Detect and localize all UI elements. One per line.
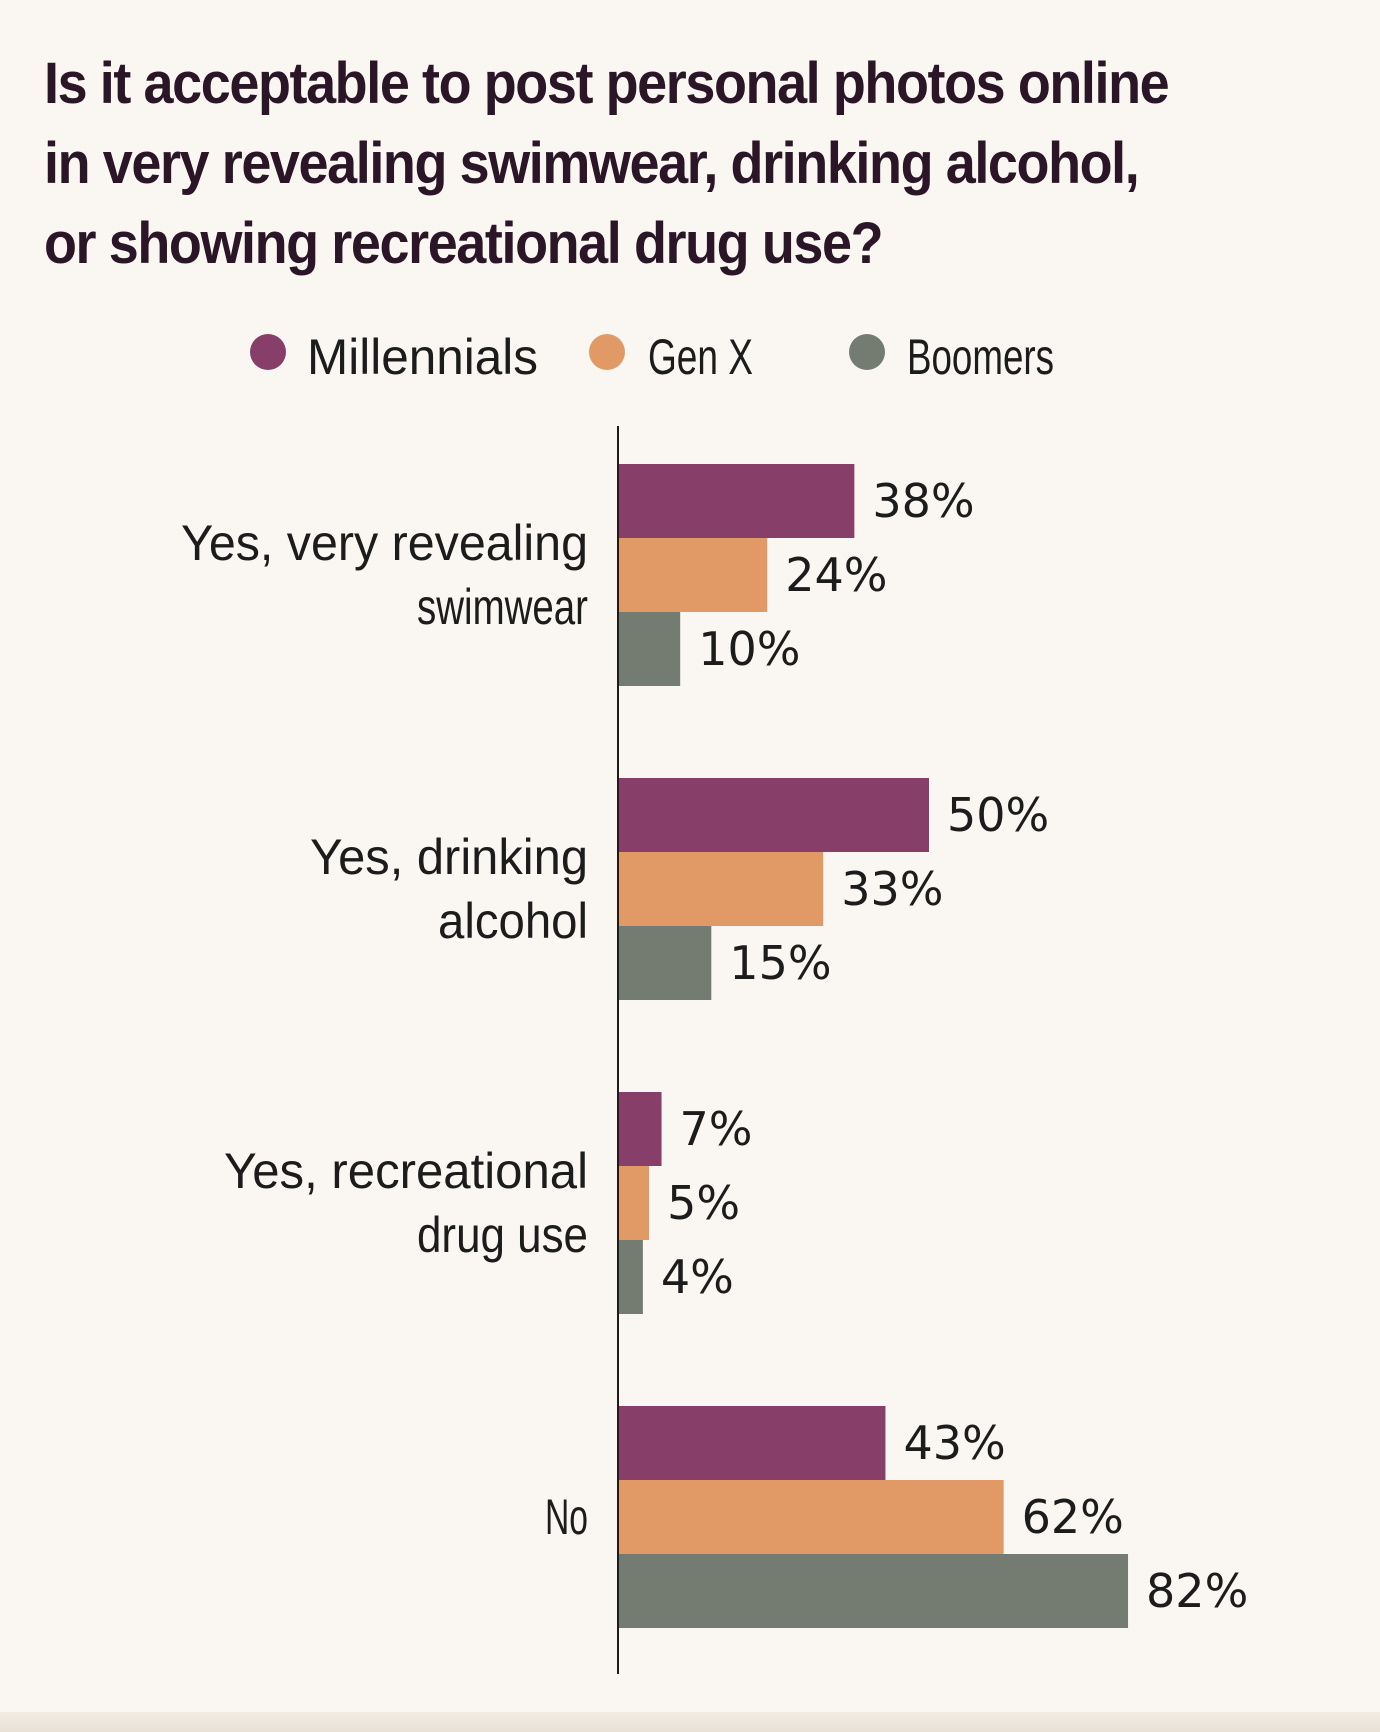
value-label-boomers-yes-very-revealing-swimwear: 10% — [698, 622, 800, 676]
category-label-no-line-1: No — [545, 1489, 588, 1545]
legend-marker-millennials — [250, 334, 286, 370]
value-label-gen-x-yes-drinking-alcohol: 33% — [841, 862, 943, 916]
legend: Millennials Gen X Boomers — [250, 329, 1054, 385]
category-label-yes-drinking-alcohol-line-2: alcohol — [438, 893, 588, 949]
category-label-yes-very-revealing-swimwear-line-2: swimwear — [417, 579, 588, 635]
bar-gen-x-no — [618, 1480, 1004, 1554]
bottom-edge-shadow — [0, 1712, 1380, 1732]
bar-boomers-yes-recreational-drug-use — [618, 1240, 643, 1314]
bar-millennials-yes-recreational-drug-use — [618, 1092, 662, 1166]
value-label-boomers-yes-drinking-alcohol: 15% — [729, 936, 831, 990]
category-label-yes-drinking-alcohol-line-1: Yes, drinking — [310, 829, 588, 885]
value-label-boomers-yes-recreational-drug-use: 4% — [661, 1250, 734, 1304]
chart-title-line-1: Is it acceptable to post personal photos… — [44, 51, 1170, 116]
value-label-gen-x-yes-very-revealing-swimwear: 24% — [785, 548, 887, 602]
value-label-millennials-yes-drinking-alcohol: 50% — [947, 788, 1049, 842]
value-label-gen-x-no: 62% — [1022, 1490, 1124, 1544]
category-labels: Yes, very revealing swimwear Yes, drinking… — [181, 515, 588, 1545]
legend-label-millennials: Millennials — [307, 329, 538, 385]
legend-label-boomers: Boomers — [907, 329, 1054, 385]
bar-gen-x-yes-recreational-drug-use — [618, 1166, 650, 1240]
legend-marker-gen-x — [589, 334, 625, 370]
legend-label-gen-x: Gen X — [648, 329, 753, 385]
value-label-gen-x-yes-recreational-drug-use: 5% — [667, 1176, 740, 1230]
category-label-yes-very-revealing-swimwear-line-1: Yes, very revealing — [181, 515, 588, 571]
bars — [618, 464, 1129, 1628]
bar-boomers-no — [618, 1554, 1129, 1628]
value-label-millennials-yes-very-revealing-swimwear: 38% — [872, 474, 974, 528]
legend-marker-boomers — [849, 334, 885, 370]
chart-title-line-3: or showing recreational drug use? — [44, 211, 884, 276]
category-label-yes-recreational-drug-use-line-2: drug use — [417, 1207, 588, 1263]
bar-gen-x-yes-very-revealing-swimwear — [618, 538, 768, 612]
category-label-yes-recreational-drug-use-line-1: Yes, recreational — [224, 1143, 588, 1199]
value-labels: 38% 24% 10% 50%33%15% 7% 5% 4% 43% 62% 82% — [661, 474, 1248, 1618]
value-label-boomers-no: 82% — [1146, 1564, 1248, 1618]
bar-millennials-yes-drinking-alcohol — [618, 778, 929, 852]
chart-title: Is it acceptable to post personal photos… — [44, 44, 1253, 284]
bar-millennials-yes-very-revealing-swimwear — [618, 464, 855, 538]
bar-boomers-yes-drinking-alcohol — [618, 926, 712, 1000]
value-label-millennials-no: 43% — [903, 1416, 1005, 1470]
chart-title-line-2: in very revealing swimwear, drinking alc… — [44, 131, 1140, 196]
bar-millennials-no — [618, 1406, 886, 1480]
bar-gen-x-yes-drinking-alcohol — [618, 852, 824, 926]
bar-boomers-yes-very-revealing-swimwear — [618, 612, 681, 686]
value-label-millennials-yes-recreational-drug-use: 7% — [680, 1102, 753, 1156]
